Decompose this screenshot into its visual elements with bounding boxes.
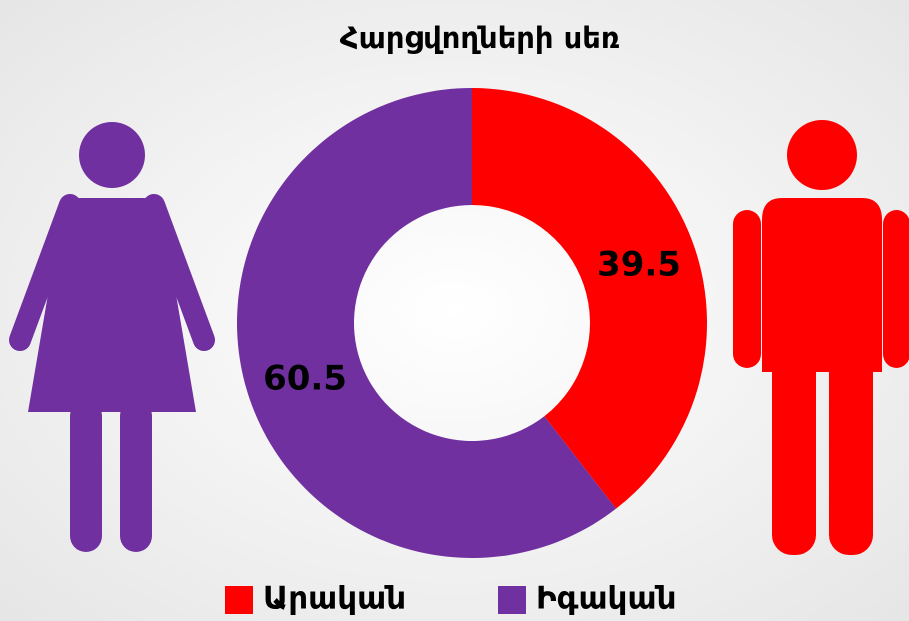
donut-segment [236, 88, 617, 558]
chart-title: Հարցվողների սեռ [340, 21, 620, 55]
legend-label: Իգական [536, 581, 676, 617]
male-icon [733, 120, 909, 555]
legend-label: Արական [263, 581, 406, 617]
donut-segment [472, 88, 707, 509]
legend-swatch [498, 586, 526, 614]
data-label: 60.5 [263, 359, 347, 399]
data-label: 39.5 [597, 244, 681, 284]
legend-swatch [225, 586, 253, 614]
female-icon [9, 122, 215, 552]
